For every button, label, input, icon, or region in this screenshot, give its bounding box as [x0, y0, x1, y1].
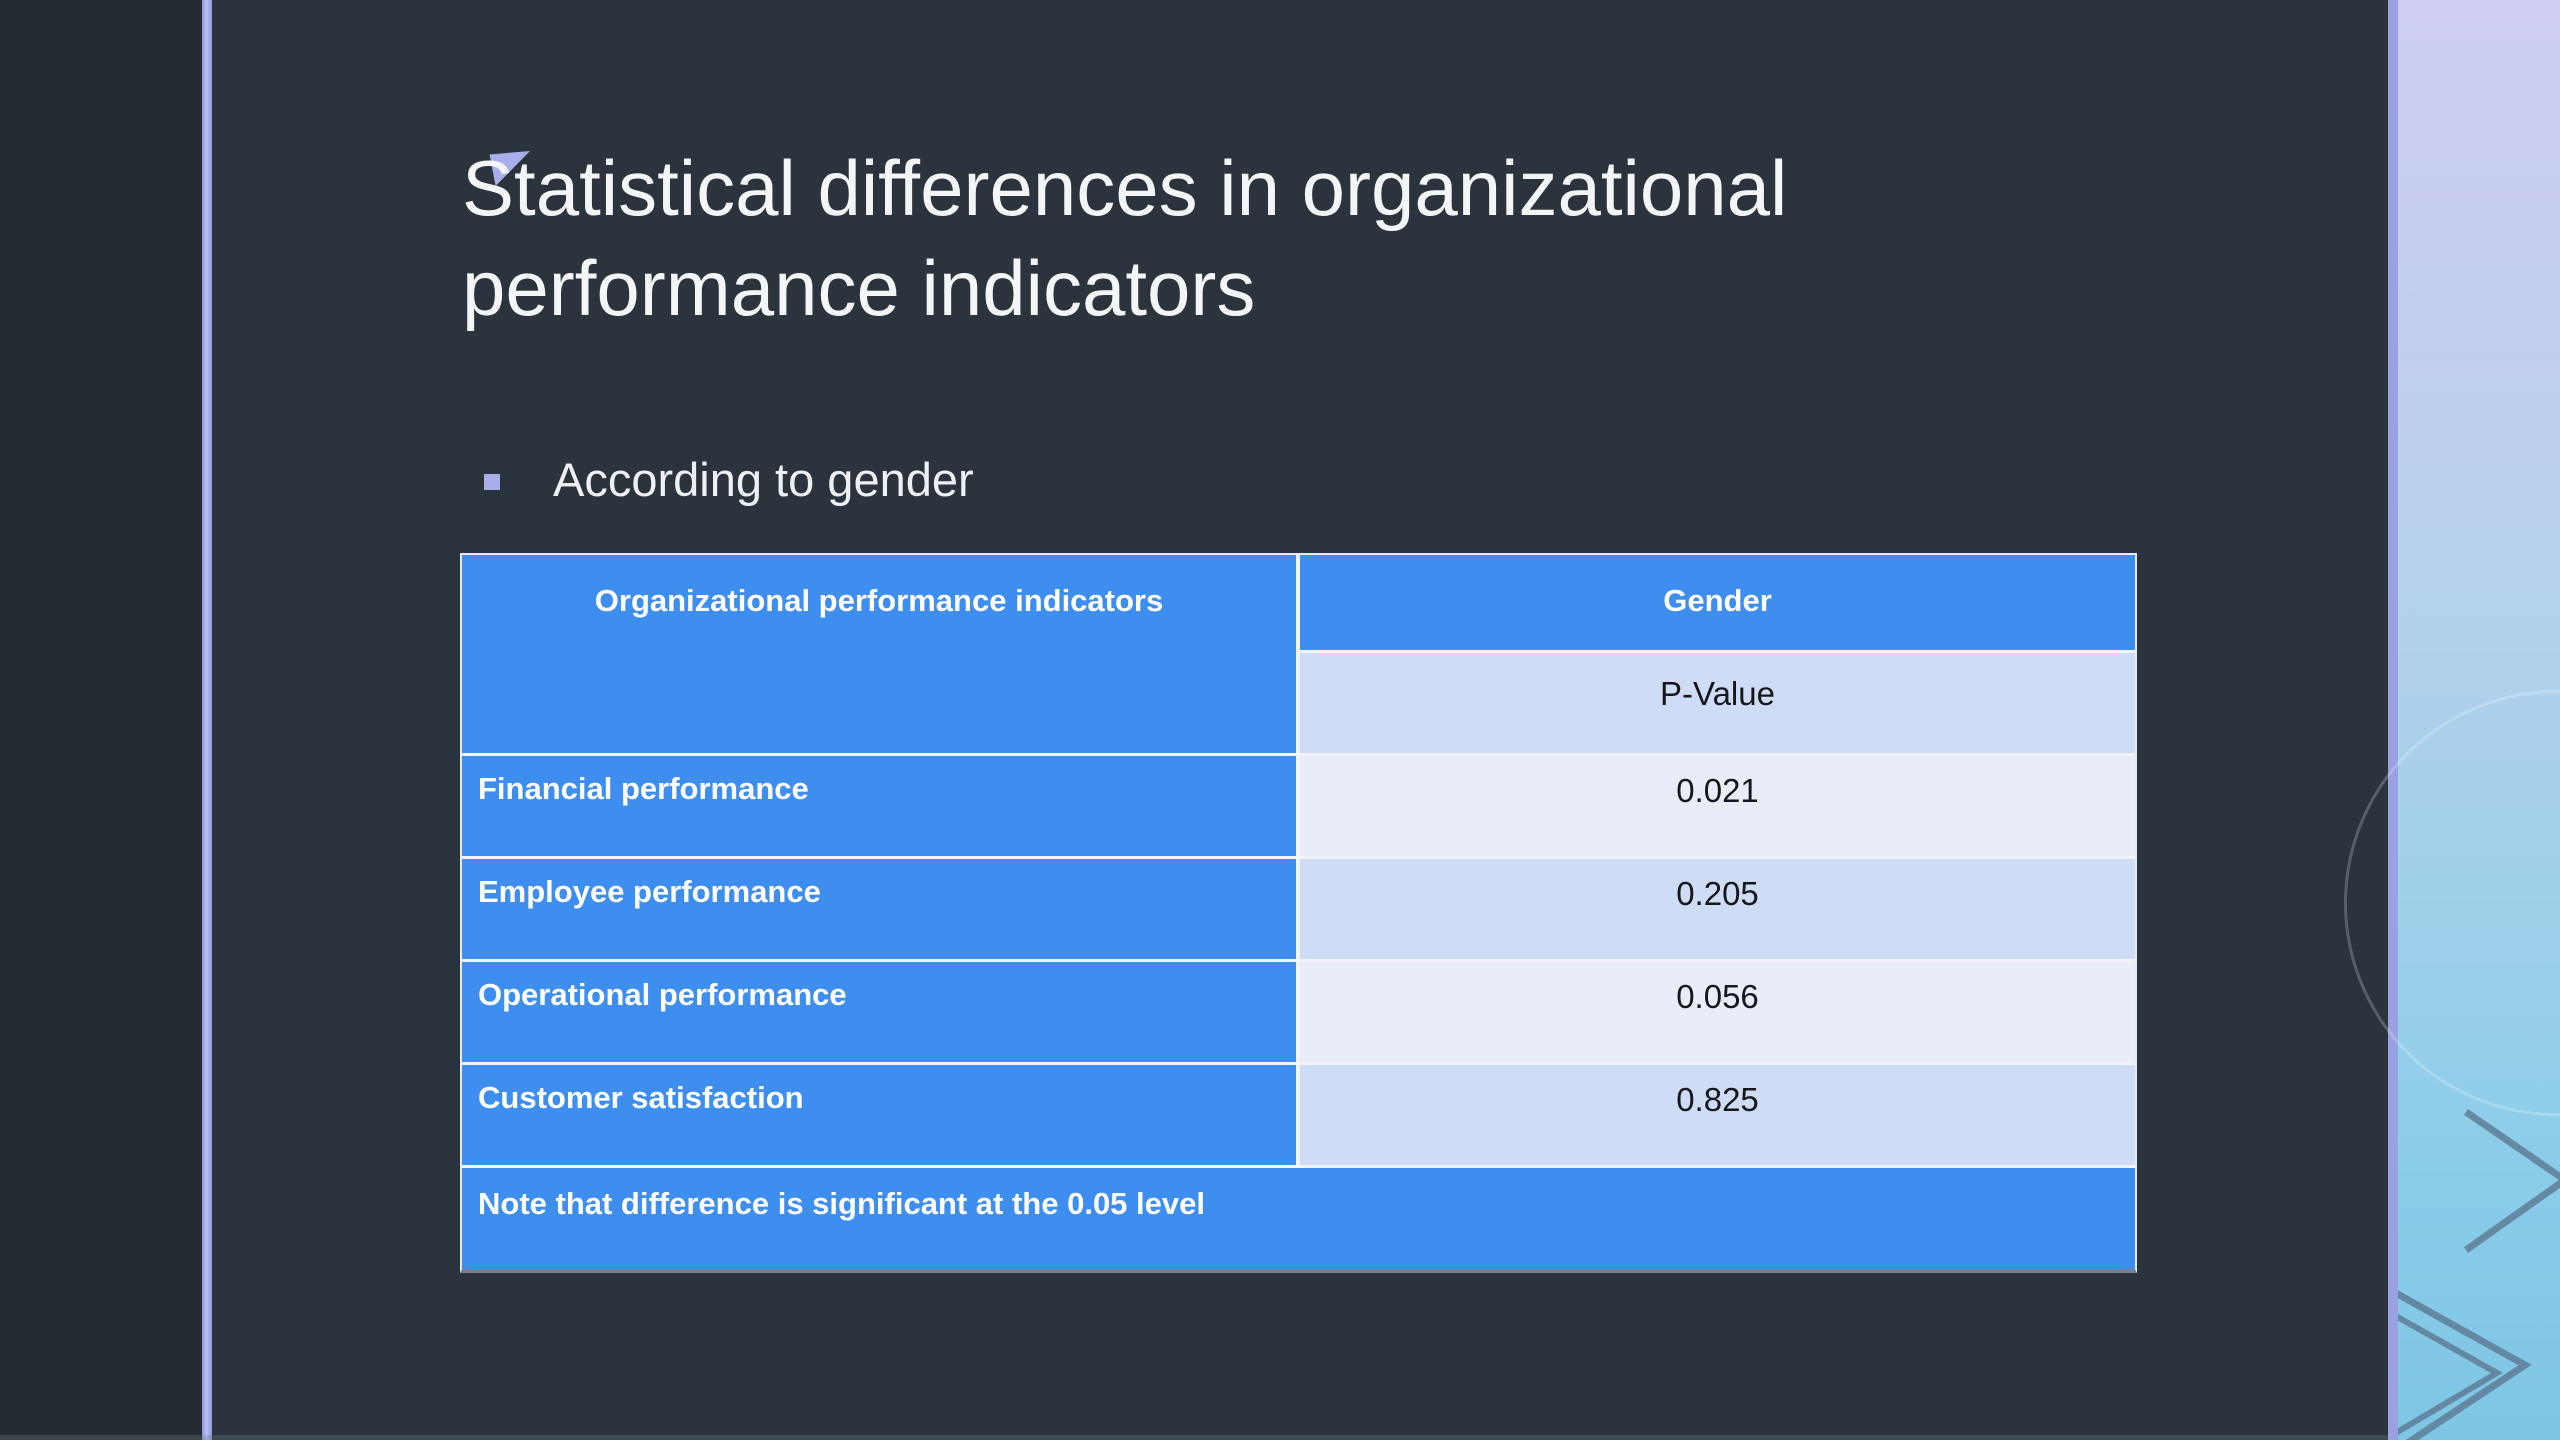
right-accent-line — [2388, 0, 2398, 1440]
bullet-text: According to gender — [553, 453, 974, 506]
table-row-value: 0.825 — [1300, 1065, 2135, 1165]
left-dark-strip — [0, 0, 202, 1440]
table-row-label: Customer satisfaction — [462, 1065, 1296, 1165]
table-row-value: 0.205 — [1300, 859, 2135, 959]
left-accent-line — [202, 0, 212, 1440]
slide-title: Statistical differences in organizationa… — [462, 144, 1788, 332]
bullet-square-icon — [484, 473, 500, 490]
chevron-decorations — [2398, 1109, 2560, 1440]
bullet-row: According to gender — [484, 452, 974, 507]
right-gradient-panel — [2344, 0, 2560, 1440]
table-row-label: Employee performance — [462, 859, 1296, 959]
bottom-edge-strip — [0, 1435, 2398, 1440]
table-header-indicators: Organizational performance indicators — [462, 555, 1296, 753]
performance-table: Organizational performance indicators Ge… — [460, 553, 2137, 1273]
table-row-label: Operational performance — [462, 962, 1296, 1062]
table-subheader-pvalue: P-Value — [1300, 653, 2135, 753]
table-header-gender: Gender — [1300, 555, 2135, 650]
table-row-value: 0.021 — [1300, 756, 2135, 856]
table-row-value: 0.056 — [1300, 962, 2135, 1062]
table-note: Note that difference is significant at t… — [462, 1168, 2135, 1269]
table-row-label: Financial performance — [462, 756, 1296, 856]
